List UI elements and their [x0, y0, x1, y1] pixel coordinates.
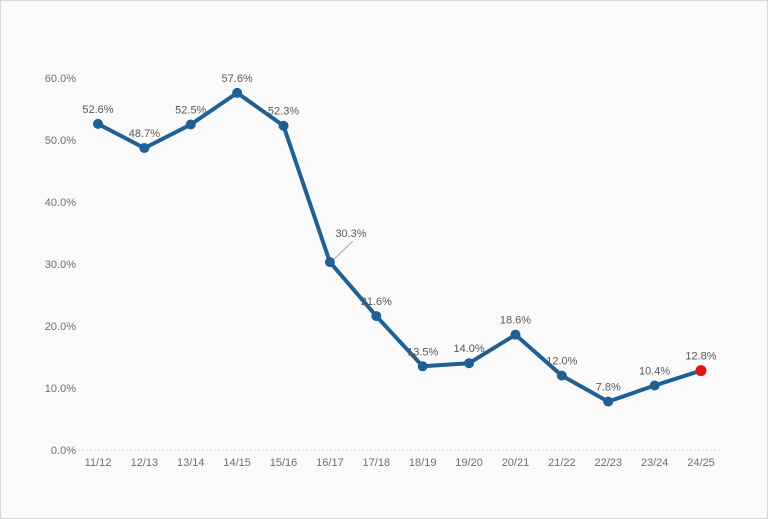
- data-point: [185, 119, 196, 130]
- x-tick-label: 22/23: [594, 457, 622, 469]
- data-label: 12.8%: [685, 351, 716, 363]
- x-tick-label: 21/22: [548, 457, 576, 469]
- data-label: 48.7%: [129, 128, 160, 140]
- x-tick-label: 18/19: [409, 457, 437, 469]
- data-point-highlighted: [695, 365, 707, 377]
- x-tick-label: 19/20: [455, 457, 483, 469]
- x-tick-label: 15/16: [270, 457, 298, 469]
- x-tick-label: 11/12: [85, 457, 112, 469]
- data-point: [510, 329, 521, 340]
- data-label: 21.6%: [361, 296, 392, 308]
- data-label: 7.8%: [596, 382, 621, 394]
- data-label: 12.0%: [546, 356, 577, 368]
- x-tick-label: 16/17: [316, 457, 344, 469]
- x-tick-label: 23/24: [641, 457, 669, 469]
- y-tick-label: 30.0%: [45, 259, 76, 271]
- x-tick-label: 12/13: [131, 457, 159, 469]
- x-tick-label: 13/14: [177, 457, 205, 469]
- data-point: [556, 370, 567, 381]
- x-tick-label: 24/25: [687, 457, 715, 469]
- data-point: [603, 396, 614, 407]
- data-label: 52.3%: [268, 106, 299, 118]
- y-tick-label: 60.0%: [45, 73, 76, 85]
- data-label: 52.5%: [175, 105, 206, 117]
- data-point: [371, 311, 382, 322]
- data-label: 57.6%: [222, 73, 253, 85]
- data-label: 18.6%: [500, 315, 531, 327]
- data-label: 14.0%: [453, 343, 484, 355]
- data-point: [93, 118, 103, 129]
- y-tick-label: 40.0%: [45, 197, 76, 209]
- data-point: [324, 257, 335, 268]
- x-tick-label: 20/21: [502, 457, 530, 469]
- y-tick-label: 0.0%: [51, 445, 76, 457]
- data-point: [464, 358, 475, 369]
- data-label: 52.6%: [82, 104, 113, 116]
- data-point: [649, 380, 660, 391]
- data-point: [417, 361, 428, 372]
- x-tick-label: 17/18: [363, 457, 391, 469]
- y-tick-label: 10.0%: [45, 383, 76, 395]
- data-point: [278, 120, 289, 131]
- data-point: [232, 87, 243, 98]
- x-tick-label: 14/15: [223, 457, 251, 469]
- data-label: 10.4%: [639, 366, 670, 378]
- y-tick-label: 50.0%: [45, 135, 76, 147]
- data-label: 30.3%: [335, 228, 366, 240]
- line-series: [96, 90, 703, 404]
- data-point: [139, 143, 150, 154]
- label-leader-line: [333, 240, 354, 260]
- data-label: 13.5%: [407, 346, 438, 358]
- y-tick-label: 20.0%: [45, 321, 76, 333]
